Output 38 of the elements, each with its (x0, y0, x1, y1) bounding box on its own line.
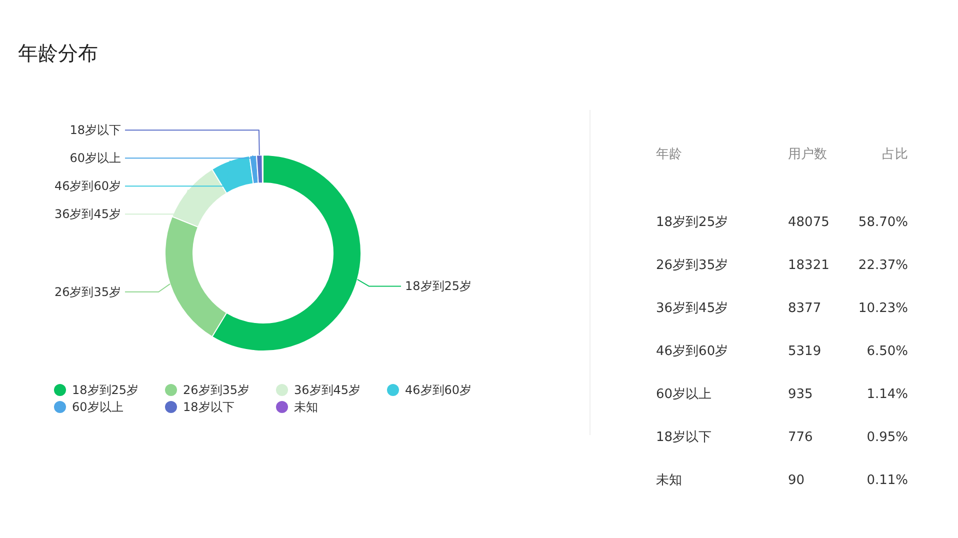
text: 年龄 (656, 147, 682, 162)
text: 未知 (656, 473, 682, 488)
chart-title: 年龄分布 (18, 41, 98, 65)
legend-label: 18岁以下 (183, 400, 234, 414)
legend-label: 未知 (294, 400, 318, 414)
legend-label: 26岁到35岁 (183, 383, 250, 397)
legend-label: 60岁以上 (72, 400, 124, 414)
legend-label: 46岁到60岁 (405, 383, 472, 397)
text: 6.50% (866, 344, 908, 359)
legend-label: 36岁到45岁 (294, 383, 361, 397)
slice-label: 26岁到35岁 (54, 284, 121, 299)
text: 5319 (788, 344, 822, 359)
text: 18岁以下 (656, 430, 712, 445)
text: 60岁以上 (656, 387, 712, 402)
text: 0.95% (866, 430, 908, 445)
text: 22.37% (858, 258, 908, 273)
text: 46岁到60岁 (656, 344, 728, 359)
text: 58.70% (858, 215, 908, 230)
text: 776 (788, 430, 813, 445)
text: 18321 (788, 258, 830, 273)
text: 占比 (882, 147, 908, 162)
legend-label: 18岁到25岁 (72, 383, 139, 397)
text: 935 (788, 387, 813, 402)
slice-label: 46岁到60岁 (54, 179, 121, 194)
slice-label: 36岁到45岁 (54, 207, 121, 222)
text: 10.23% (858, 301, 908, 316)
slice-label: 60岁以上 (70, 151, 121, 166)
text: 90 (788, 473, 805, 488)
text: 36岁到45岁 (656, 301, 728, 316)
text: 1.14% (866, 387, 908, 402)
slice-label: 18岁以下 (70, 123, 121, 138)
slice-label: 18岁到25岁 (405, 279, 472, 294)
text: 8377 (788, 301, 822, 316)
text: 48075 (788, 215, 830, 230)
text: 0.11% (866, 473, 908, 488)
text: 用户数 (788, 147, 827, 162)
text: 26岁到35岁 (656, 258, 728, 273)
text: 18岁到25岁 (656, 215, 728, 230)
